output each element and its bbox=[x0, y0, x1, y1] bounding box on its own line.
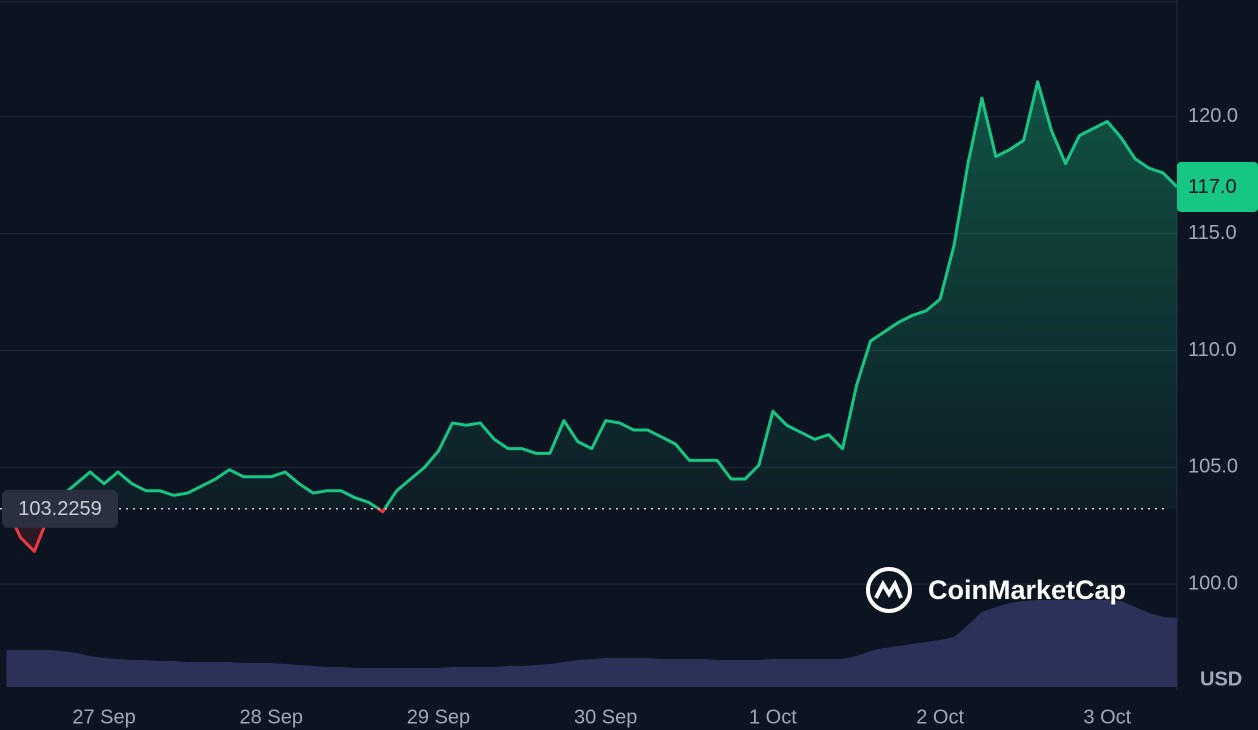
volume-area bbox=[6, 600, 1177, 687]
plot: 100.0 105.0 110.0 115.0 120.0 27 Sep 28 Sep 29 … bbox=[0, 80, 1258, 728]
x-tick-label: 3 Oct bbox=[1083, 706, 1131, 728]
x-tick-label: 28 Sep bbox=[240, 706, 303, 728]
current-price-box bbox=[1177, 161, 1258, 212]
x-tick-label: 29 Sep bbox=[407, 706, 470, 728]
baseline-label: 103.2259 bbox=[18, 498, 101, 520]
y-tick-label: 120.0 bbox=[1188, 105, 1238, 127]
price-area bbox=[6, 81, 1177, 509]
logo-ring bbox=[866, 567, 912, 613]
currency-label: USD bbox=[1200, 668, 1242, 690]
y-tick-label: 115.0 bbox=[1188, 222, 1237, 244]
x-tick-label: 1 Oct bbox=[749, 706, 797, 728]
y-tick-label: 105.0 bbox=[1188, 456, 1238, 478]
watermark: CoinMarketCap bbox=[928, 575, 1126, 605]
y-tick-label: 110.0 bbox=[1188, 339, 1237, 361]
logo bbox=[866, 567, 912, 613]
logo-mark bbox=[874, 579, 903, 599]
x-tick-label: 30 Sep bbox=[574, 706, 637, 728]
x-tick-label: 27 Sep bbox=[72, 706, 135, 728]
baseline-label-box bbox=[2, 489, 118, 528]
price-line bbox=[5, 80, 1177, 509]
x-tick-label: 2 Oct bbox=[916, 706, 964, 728]
y-tick-label: 100.0 bbox=[1188, 572, 1238, 594]
current-price-label: 117.0 bbox=[1188, 176, 1237, 198]
